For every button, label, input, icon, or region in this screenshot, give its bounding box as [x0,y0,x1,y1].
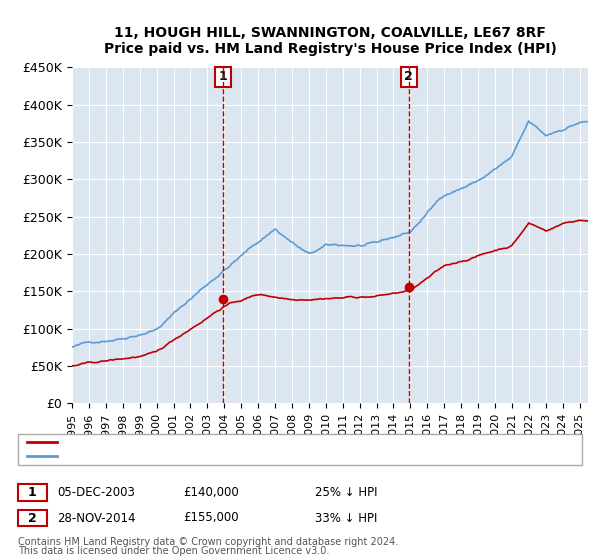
Text: This data is licensed under the Open Government Licence v3.0.: This data is licensed under the Open Gov… [18,547,329,557]
Text: 2: 2 [28,511,37,525]
Text: 33% ↓ HPI: 33% ↓ HPI [315,511,377,525]
Text: 1: 1 [218,71,227,83]
Text: 1: 1 [28,486,37,500]
Text: 28-NOV-2014: 28-NOV-2014 [57,511,136,525]
Text: £140,000: £140,000 [183,486,239,500]
Text: Contains HM Land Registry data © Crown copyright and database right 2024.: Contains HM Land Registry data © Crown c… [18,538,398,548]
Text: HPI: Average price, detached house, North West Leicestershire: HPI: Average price, detached house, Nort… [63,451,391,461]
Text: £155,000: £155,000 [183,511,239,525]
Text: 05-DEC-2003: 05-DEC-2003 [57,486,135,500]
Title: 11, HOUGH HILL, SWANNINGTON, COALVILLE, LE67 8RF
Price paid vs. HM Land Registry: 11, HOUGH HILL, SWANNINGTON, COALVILLE, … [104,26,556,57]
Text: 25% ↓ HPI: 25% ↓ HPI [315,486,377,500]
Text: 2: 2 [404,71,413,83]
Text: 11, HOUGH HILL, SWANNINGTON, COALVILLE, LE67 8RF (detached house): 11, HOUGH HILL, SWANNINGTON, COALVILLE, … [63,437,446,447]
